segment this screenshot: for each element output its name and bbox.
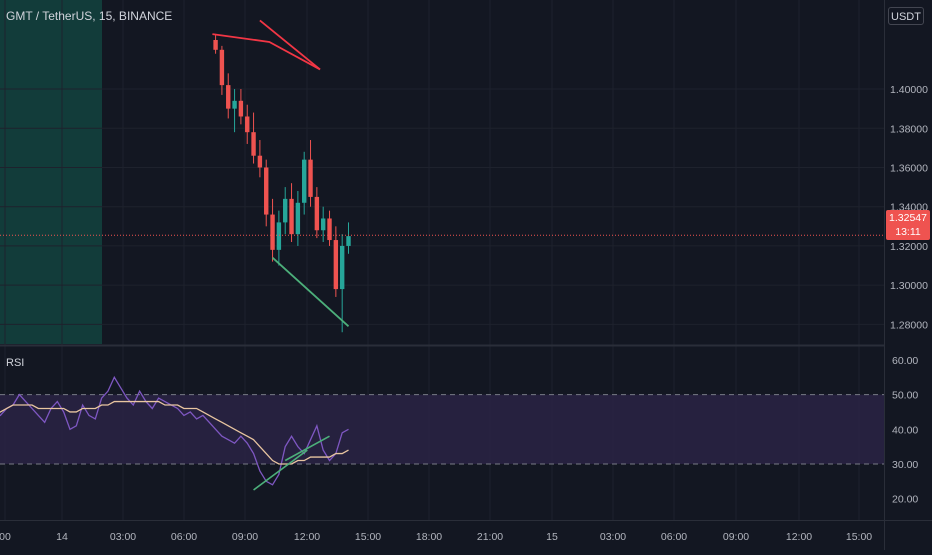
time-axis	[0, 520, 932, 550]
time-tick-label: 18:00	[416, 531, 442, 543]
rsi-tick-label: 40.00	[892, 424, 918, 436]
candle-body	[238, 100, 244, 117]
candle-body	[219, 49, 225, 86]
rsi-tick-label: 60.00	[892, 355, 918, 367]
time-tick-label: 09:00	[232, 531, 258, 543]
symbol-header: GMT / TetherUS, 15, BINANCE	[6, 9, 173, 23]
time-tick-label: 03:00	[110, 531, 136, 543]
current-price-badge: 1.32547 13:11	[886, 210, 930, 240]
rsi-green-trendline	[284, 435, 330, 462]
currency-selector-button[interactable]: USDT	[888, 7, 924, 25]
red-trendline	[212, 33, 321, 71]
rsi-band-fill	[0, 394, 884, 464]
candle-body	[276, 222, 282, 250]
candle-body	[346, 236, 351, 246]
price-tick-label: 1.32000	[890, 241, 928, 253]
rsi-line	[0, 375, 349, 486]
candle-body	[232, 100, 237, 109]
candle-body	[302, 159, 307, 203]
time-tick-label: 12:00	[786, 531, 812, 543]
price-tick-label: 1.38000	[890, 123, 928, 135]
candle-body	[308, 159, 313, 197]
candle-body	[320, 218, 326, 231]
time-tick-label: 15:00	[355, 531, 381, 543]
time-tick-label: 21:00	[477, 531, 503, 543]
price-tick-label: 1.30000	[890, 280, 928, 292]
candle-body	[245, 116, 250, 133]
price-tick-label: 1.28000	[890, 319, 928, 331]
price-axis	[884, 0, 932, 550]
candle-body	[333, 240, 339, 290]
candle-body	[270, 214, 275, 250]
green-trendline	[271, 257, 350, 328]
rsi-tick-label: 20.00	[892, 494, 918, 506]
candle-body	[339, 245, 345, 290]
candle-body	[327, 218, 332, 241]
bar-countdown: 13:11	[895, 226, 921, 238]
rsi-tick-label: 30.00	[892, 459, 918, 471]
candle-body	[295, 202, 301, 235]
time-tick-label: 09:00	[723, 531, 749, 543]
time-tick-label: 15	[546, 531, 558, 543]
candle-body	[289, 198, 294, 235]
session-highlight-band	[0, 0, 102, 344]
current-price-value: 1.32547	[889, 212, 927, 224]
rsi-indicator-label[interactable]: RSI	[6, 357, 25, 369]
red-trendline	[259, 19, 321, 71]
rsi-tick-label: 50.00	[892, 390, 918, 402]
candle-body	[314, 196, 320, 231]
time-tick-label: 15:00	[846, 531, 872, 543]
candle-body	[251, 132, 256, 156]
candle-body	[283, 198, 288, 223]
rsi-green-trendline	[253, 449, 308, 491]
price-tick-label: 1.40000	[890, 84, 928, 96]
time-tick-label: 06:00	[661, 531, 687, 543]
time-tick-label: 06:00	[171, 531, 197, 543]
candle-body	[264, 167, 269, 215]
time-tick-label: 00	[0, 531, 11, 543]
candle-body	[213, 40, 218, 50]
candle-body	[226, 85, 231, 109]
time-tick-label: 12:00	[294, 531, 320, 543]
price-tick-label: 1.36000	[890, 162, 928, 174]
time-tick-label: 03:00	[600, 531, 626, 543]
time-tick-label: 14	[56, 531, 68, 543]
candle-body	[257, 155, 263, 168]
